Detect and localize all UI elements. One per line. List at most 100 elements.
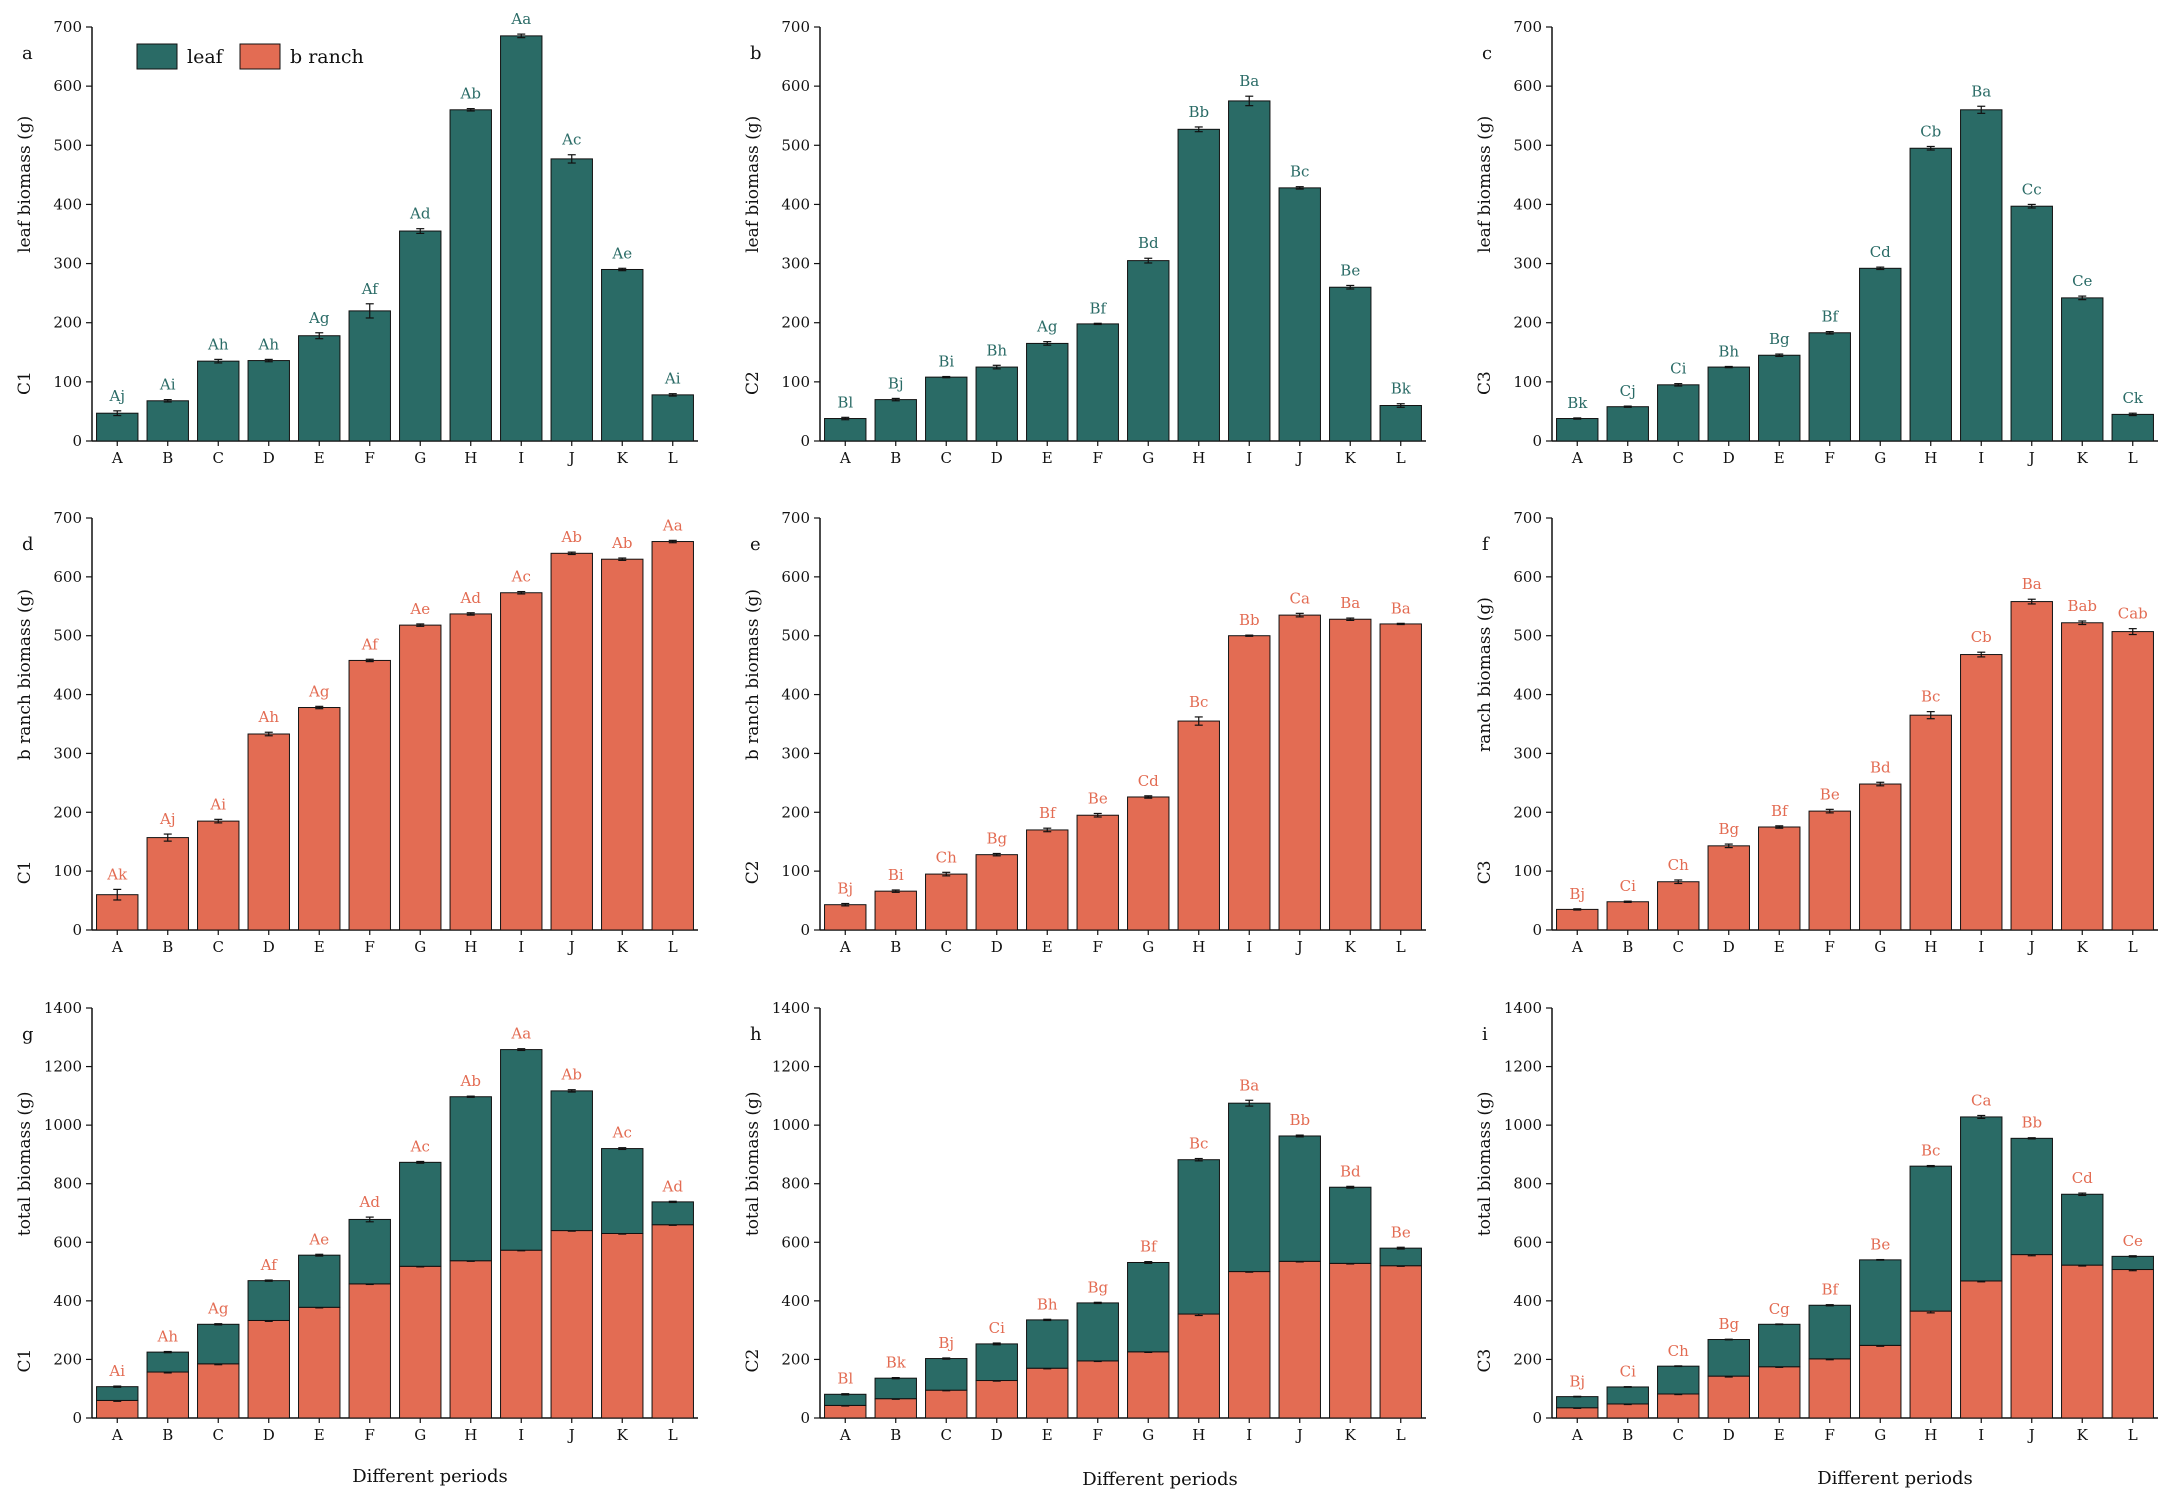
y-axis-label: total biomass (g)	[15, 1091, 35, 1236]
significance-label: Ck	[2122, 389, 2143, 407]
y-tick-label: 400	[781, 1292, 810, 1310]
bar-leaf	[1127, 1261, 1170, 1353]
bar-leaf	[925, 1358, 968, 1391]
bar-branch	[146, 1371, 189, 1419]
bar-branch	[1707, 1375, 1750, 1419]
y-tick-label: 0	[72, 432, 82, 450]
y-axis-label: b ranch biomass (g)	[15, 589, 35, 760]
x-tick-label: A	[1571, 449, 1583, 467]
x-tick-label: L	[2128, 1426, 2138, 1444]
bar-leaf	[399, 1161, 442, 1267]
bar-leaf	[348, 310, 391, 442]
x-tick-label: A	[111, 938, 123, 956]
bar-leaf	[96, 1386, 139, 1401]
x-tick-label: G	[1874, 938, 1886, 956]
y-tick-label: 1000	[772, 1116, 810, 1134]
bar-branch	[1960, 654, 2003, 931]
x-tick-label: B	[890, 1426, 901, 1444]
bar-leaf	[1228, 1102, 1271, 1273]
panel-a: 0 100 200 300 400 500 600 700 A Aj B Ai C Ah D Ah E Ag F Af…	[15, 10, 698, 467]
x-tick-label: C	[213, 449, 224, 467]
significance-label: Ci	[1670, 360, 1686, 378]
x-tick-label: A	[111, 1426, 123, 1444]
x-tick-label: G	[1142, 449, 1154, 467]
y-tick-label: 300	[781, 255, 810, 273]
x-tick-label: D	[991, 938, 1003, 956]
x-tick-label: F	[365, 449, 375, 467]
significance-label: Bf	[1821, 1281, 1839, 1299]
significance-label: Ae	[409, 600, 430, 618]
x-tick-label: K	[617, 1426, 629, 1444]
bar-leaf	[1909, 1165, 1952, 1312]
x-tick-label: C	[1673, 449, 1684, 467]
bar-branch	[247, 733, 290, 931]
significance-label: Ba	[1971, 82, 1991, 100]
significance-label: Bg	[1718, 1315, 1739, 1333]
significance-label: Bf	[1771, 802, 1789, 820]
significance-label: Ae	[611, 244, 632, 262]
x-tick-label: F	[365, 938, 375, 956]
significance-label: Ci	[1620, 1363, 1636, 1381]
y-tick-label: 1200	[1504, 1058, 1542, 1076]
x-tick-label: H	[1192, 449, 1205, 467]
y-tick-label: 200	[781, 314, 810, 332]
x-tick-label: E	[1042, 1426, 1053, 1444]
significance-label: Bb	[1188, 103, 1209, 121]
significance-label: Ag	[308, 309, 330, 327]
bar-branch	[1909, 714, 1952, 931]
bar-branch	[1127, 796, 1170, 931]
x-tick-label: H	[1924, 1426, 1937, 1444]
y-tick-label: 0	[1532, 1409, 1542, 1427]
bar-leaf	[1707, 1339, 1750, 1377]
significance-label: Ad	[460, 589, 482, 607]
significance-label: Bj	[837, 880, 853, 898]
bar-branch	[1076, 1360, 1119, 1419]
significance-label: Ch	[1668, 856, 1689, 874]
bar-branch	[1177, 720, 1220, 931]
site-label: C3	[1475, 371, 1495, 395]
y-tick-label: 1400	[772, 999, 810, 1017]
site-label: C1	[15, 1349, 35, 1373]
bar-leaf	[348, 1218, 391, 1285]
x-tick-label: K	[1345, 1426, 1357, 1444]
y-tick-label: 200	[53, 1350, 82, 1368]
bar-leaf	[975, 1343, 1018, 1382]
x-axis-title-middle: Different periods	[1082, 1469, 1238, 1490]
y-tick-label: 0	[800, 921, 810, 939]
x-tick-label: D	[263, 938, 275, 956]
x-tick-label: G	[414, 449, 426, 467]
significance-label: Bk	[886, 1354, 907, 1372]
y-tick-label: 500	[53, 136, 82, 154]
bar-leaf	[146, 1351, 189, 1373]
panel-letter: i	[1482, 1024, 1488, 1045]
x-tick-label: H	[464, 938, 477, 956]
y-axis-label: total biomass (g)	[1475, 1091, 1495, 1236]
x-tick-label: C	[941, 449, 952, 467]
x-tick-label: D	[991, 449, 1003, 467]
x-tick-label: B	[1622, 1426, 1633, 1444]
bar-branch	[651, 541, 694, 931]
significance-label: Cb	[1920, 122, 1941, 140]
y-tick-label: 300	[53, 744, 82, 762]
x-tick-label: D	[1723, 1426, 1735, 1444]
significance-label: Ce	[2123, 1232, 2143, 1250]
significance-label: Ag	[308, 682, 330, 700]
significance-label: Cc	[2022, 180, 2042, 198]
x-tick-label: C	[941, 938, 952, 956]
bar-leaf	[247, 1280, 290, 1321]
bar-branch	[1379, 623, 1422, 931]
bar-branch	[2061, 622, 2104, 931]
bar-branch	[1556, 1407, 1599, 1419]
x-tick-label: J	[2027, 938, 2035, 956]
x-tick-label: J	[1295, 938, 1303, 956]
significance-label: Bh	[1718, 342, 1739, 360]
significance-label: Ab	[611, 534, 632, 552]
bar-leaf	[399, 230, 442, 442]
bar-branch	[651, 1224, 694, 1419]
y-tick-label: 0	[72, 1409, 82, 1427]
y-tick-label: 500	[53, 627, 82, 645]
bar-leaf	[651, 1201, 694, 1226]
x-tick-label: J	[567, 1426, 575, 1444]
x-tick-label: A	[1571, 1426, 1583, 1444]
bar-leaf	[2061, 297, 2104, 442]
